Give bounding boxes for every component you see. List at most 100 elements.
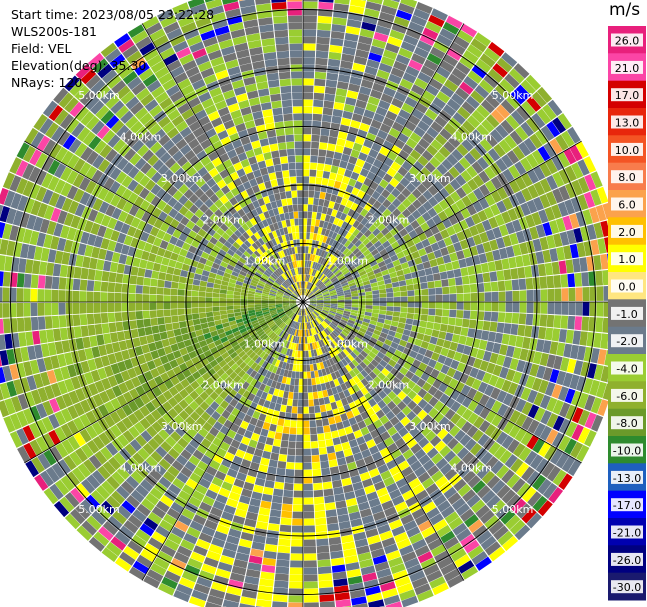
radar-cell <box>415 172 426 183</box>
radar-cell <box>162 362 173 372</box>
radar-cell <box>121 500 136 514</box>
radar-cell <box>566 358 577 374</box>
radar-cell <box>404 323 413 331</box>
radar-cell <box>261 227 268 236</box>
radar-cell <box>407 296 415 302</box>
radar-cell <box>86 150 99 165</box>
radar-cell <box>307 290 312 297</box>
radar-cell <box>434 440 447 452</box>
radar-cell <box>209 359 219 368</box>
radar-cell <box>518 278 527 290</box>
radar-cell <box>369 445 380 455</box>
radar-cell <box>344 271 352 278</box>
radar-cell <box>355 319 363 325</box>
radar-cell <box>471 378 482 391</box>
radar-cell <box>276 308 284 312</box>
radar-cell <box>138 68 154 82</box>
radar-cell <box>490 311 499 322</box>
radar-cell <box>202 495 215 507</box>
radar-cell <box>333 202 341 211</box>
radar-cell <box>503 269 512 281</box>
radar-cell <box>397 582 414 595</box>
radar-cell <box>120 244 130 255</box>
radar-cell <box>40 343 50 358</box>
radar-cell <box>246 248 254 256</box>
radar-cell <box>461 408 473 421</box>
radar-cell <box>408 478 421 490</box>
radar-cell <box>289 302 296 304</box>
radar-cell <box>466 494 481 508</box>
radar-cell <box>444 397 456 409</box>
radar-cell <box>380 581 396 592</box>
radar-cell <box>259 383 266 392</box>
radar-cell <box>153 218 164 229</box>
radar-cell <box>205 259 214 267</box>
radar-cell <box>263 287 271 292</box>
radar-cell <box>351 296 359 300</box>
radar-cell <box>520 431 533 446</box>
radar-cell <box>251 541 265 551</box>
radar-cell <box>335 88 348 97</box>
radar-cell <box>330 322 337 329</box>
radar-cell <box>589 207 600 224</box>
radar-cell <box>577 427 591 444</box>
radar-cell <box>461 182 473 195</box>
radar-cell <box>405 472 418 484</box>
radar-cell <box>311 455 320 463</box>
radar-cell <box>88 135 102 150</box>
radar-cell <box>275 304 283 307</box>
radar-cell <box>205 465 218 477</box>
radar-cell <box>526 199 538 214</box>
radar-cell <box>303 511 315 519</box>
radar-cell <box>34 474 49 491</box>
radar-cell <box>348 332 356 339</box>
radar-cell <box>264 543 278 553</box>
radar-cell <box>546 275 555 289</box>
radar-cell <box>422 442 434 454</box>
radar-cell <box>414 448 427 460</box>
radar-cell <box>516 503 532 519</box>
radar-cell <box>318 264 324 272</box>
radar-cell <box>207 342 216 350</box>
radar-cell <box>329 129 339 138</box>
radar-cell <box>144 191 156 203</box>
radar-cell <box>170 288 178 296</box>
radar-cell <box>185 251 195 260</box>
radar-cell <box>365 330 373 337</box>
radar-cell <box>309 299 317 301</box>
radar-cell <box>405 342 414 350</box>
radar-cell <box>289 384 295 393</box>
radar-cell <box>521 466 535 482</box>
radar-cell <box>310 313 316 320</box>
radar-cell <box>253 448 264 458</box>
radar-cell <box>342 541 356 551</box>
radar-cell <box>444 195 455 207</box>
radar-cell <box>551 261 560 275</box>
radar-cell <box>372 200 382 210</box>
radar-cell <box>308 260 312 268</box>
radar-cell <box>338 74 351 83</box>
radar-cell <box>212 437 223 448</box>
radar-cell <box>162 232 172 243</box>
radar-cell <box>192 144 204 155</box>
radar-cell <box>210 267 218 274</box>
radar-cell <box>390 144 402 155</box>
radar-cell <box>375 232 385 241</box>
radar-cell <box>331 356 338 364</box>
radar-cell <box>37 302 45 316</box>
radar-cell <box>476 283 485 293</box>
radar-cell <box>385 245 394 253</box>
radar-cell <box>506 150 520 165</box>
radar-cell <box>125 115 139 129</box>
radar-cell <box>92 154 105 169</box>
radar-cell <box>19 377 31 393</box>
radar-cell <box>130 217 141 228</box>
radar-cell <box>429 435 442 447</box>
radar-cell <box>460 327 469 337</box>
radar-cell <box>364 374 373 384</box>
radar-cell <box>281 274 287 281</box>
radar-cell <box>232 253 241 261</box>
radar-cell <box>256 315 264 320</box>
radar-cell <box>54 179 66 194</box>
radar-cell <box>484 292 492 302</box>
